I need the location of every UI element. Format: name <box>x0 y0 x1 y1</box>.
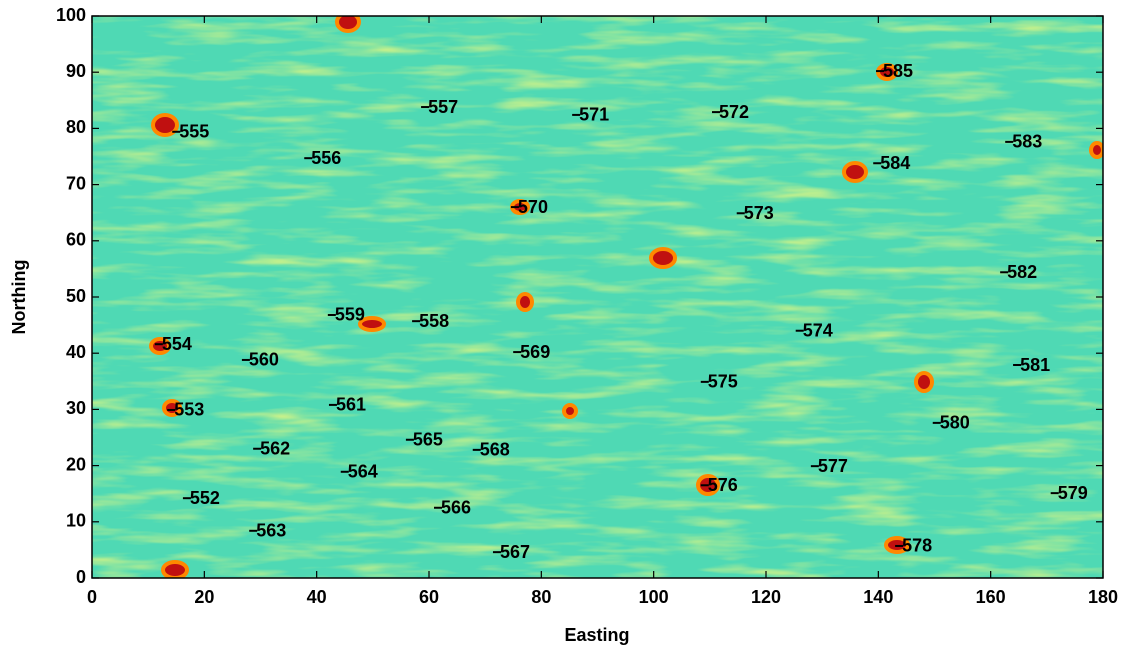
x-tick-label: 0 <box>87 587 97 607</box>
x-tick-label: 140 <box>863 587 893 607</box>
y-tick-label: 70 <box>66 173 86 193</box>
point-label: 553 <box>174 400 204 420</box>
point-label: 584 <box>880 153 910 173</box>
point-label: 572 <box>719 102 749 122</box>
y-tick-label: 30 <box>66 398 86 418</box>
x-tick-label: 100 <box>639 587 669 607</box>
point-label: 561 <box>336 395 366 415</box>
point-label: 583 <box>1012 132 1042 152</box>
point-label: 582 <box>1007 262 1037 282</box>
x-axis-label: Easting <box>564 625 629 645</box>
point-label: 574 <box>803 320 833 340</box>
point-label: 558 <box>419 311 449 331</box>
y-tick-label: 50 <box>66 286 86 306</box>
point-label: 581 <box>1020 355 1050 375</box>
y-tick-label: 40 <box>66 342 86 362</box>
x-tick-label: 60 <box>419 587 439 607</box>
point-label: 580 <box>940 413 970 433</box>
y-tick-label: 90 <box>66 61 86 81</box>
point-label: 566 <box>441 498 471 518</box>
point-label: 564 <box>348 462 378 482</box>
point-label: 563 <box>256 521 286 541</box>
point-label: 569 <box>520 342 550 362</box>
point-label: 559 <box>335 305 365 325</box>
point-label: 567 <box>500 542 530 562</box>
y-tick-label: 0 <box>76 567 86 587</box>
y-tick-label: 60 <box>66 230 86 250</box>
y-tick-label: 100 <box>56 5 86 25</box>
point-label: 570 <box>518 197 548 217</box>
point-label: 557 <box>428 97 458 117</box>
y-tick-label: 10 <box>66 511 86 531</box>
x-tick-label: 120 <box>751 587 781 607</box>
y-tick-label: 20 <box>66 454 86 474</box>
point-label: 565 <box>413 429 443 449</box>
heatmap-background <box>92 16 1103 578</box>
y-axis-label: Northing <box>9 260 29 335</box>
x-tick-label: 80 <box>531 587 551 607</box>
point-label: 575 <box>708 372 738 392</box>
x-tick-label: 40 <box>307 587 327 607</box>
point-label: 579 <box>1058 483 1088 503</box>
x-tick-label: 20 <box>194 587 214 607</box>
point-label: 562 <box>260 438 290 458</box>
x-tick-label: 160 <box>976 587 1006 607</box>
point-label: 573 <box>744 203 774 223</box>
point-label: 554 <box>162 334 192 354</box>
point-label: 585 <box>883 61 913 81</box>
point-label: 568 <box>480 440 510 460</box>
point-label: 577 <box>818 456 848 476</box>
point-label: 578 <box>902 536 932 556</box>
point-label: 576 <box>708 475 738 495</box>
point-label: 560 <box>249 350 279 370</box>
point-label: 556 <box>311 148 341 168</box>
y-tick-label: 80 <box>66 117 86 137</box>
point-label: 571 <box>579 105 609 125</box>
point-label: 555 <box>179 122 209 142</box>
x-tick-label: 180 <box>1088 587 1118 607</box>
point-label: 552 <box>190 488 220 508</box>
